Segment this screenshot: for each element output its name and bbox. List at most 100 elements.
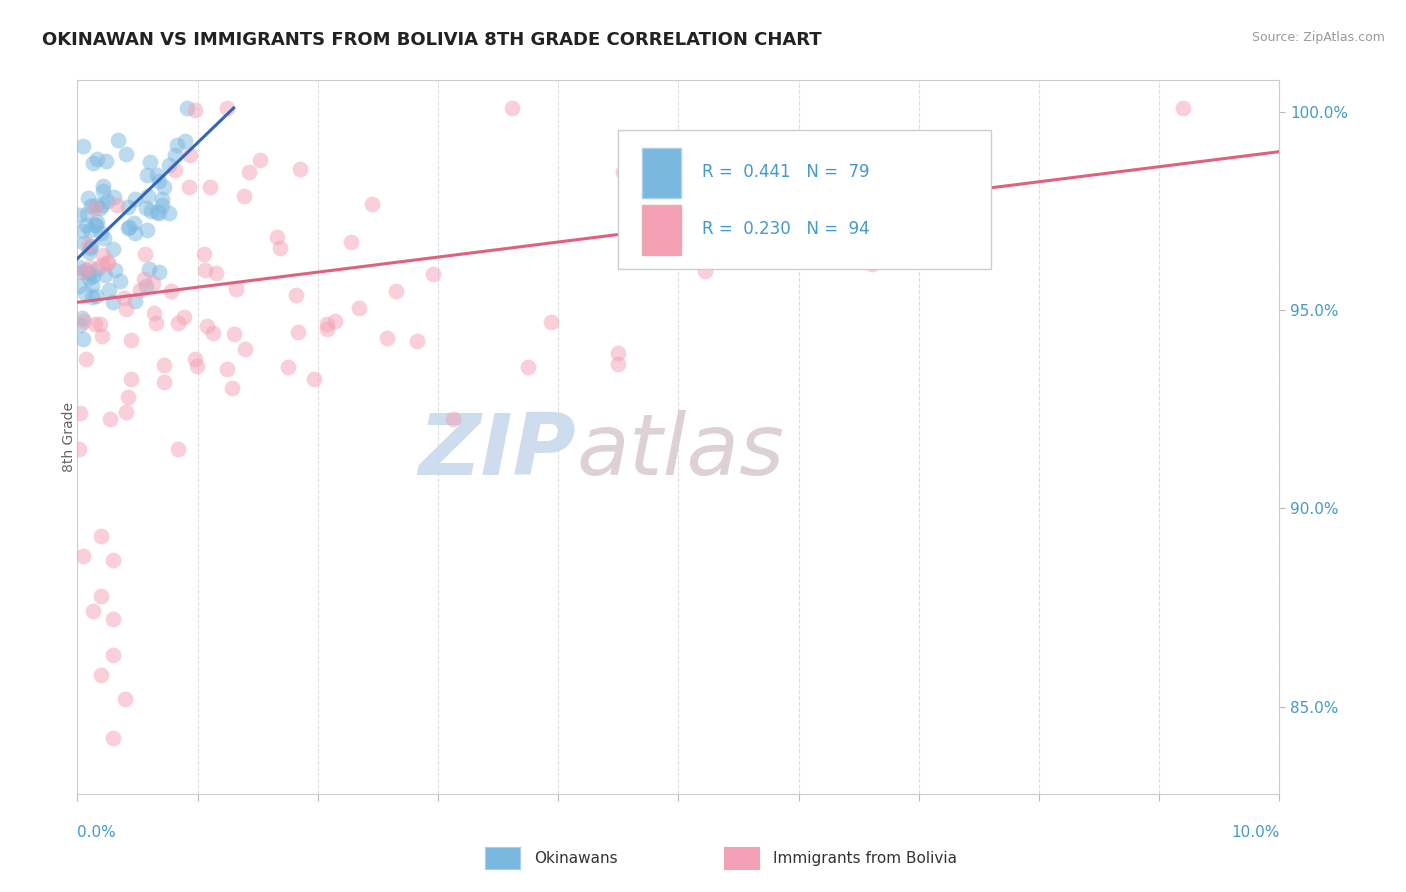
Point bbox=[120, 333, 142, 347]
Point bbox=[89, 201, 111, 215]
Point bbox=[233, 189, 256, 203]
Point bbox=[79, 199, 101, 213]
Point bbox=[186, 359, 208, 374]
Point bbox=[69, 318, 91, 333]
Point bbox=[120, 372, 142, 386]
Point bbox=[217, 101, 239, 115]
Point bbox=[70, 265, 93, 279]
Point bbox=[194, 263, 217, 277]
Point bbox=[115, 301, 138, 316]
Point bbox=[157, 205, 180, 219]
Point bbox=[157, 158, 180, 172]
Text: 0.0%: 0.0% bbox=[77, 825, 117, 840]
Point bbox=[117, 391, 139, 405]
Point bbox=[107, 133, 129, 147]
Text: OKINAWAN VS IMMIGRANTS FROM BOLIVIA 8TH GRADE CORRELATION CHART: OKINAWAN VS IMMIGRANTS FROM BOLIVIA 8TH … bbox=[42, 31, 821, 49]
Point bbox=[86, 261, 108, 276]
Point bbox=[406, 334, 429, 349]
Point bbox=[225, 282, 247, 296]
Point bbox=[77, 245, 100, 260]
Point bbox=[93, 231, 115, 245]
Point bbox=[76, 238, 98, 252]
Point bbox=[82, 156, 104, 170]
Point bbox=[304, 372, 326, 386]
Point bbox=[174, 134, 197, 148]
Point bbox=[73, 314, 96, 328]
Point bbox=[112, 291, 135, 305]
Point bbox=[84, 201, 107, 215]
Point bbox=[124, 226, 146, 240]
Point bbox=[176, 101, 198, 115]
Point bbox=[69, 406, 91, 420]
Point bbox=[340, 235, 363, 249]
Point bbox=[103, 648, 125, 662]
Point bbox=[606, 345, 628, 359]
Point bbox=[375, 331, 398, 345]
Text: Immigrants from Bolivia: Immigrants from Bolivia bbox=[773, 851, 957, 865]
Point bbox=[91, 178, 114, 193]
Point bbox=[90, 198, 112, 212]
Point bbox=[134, 246, 156, 260]
Point bbox=[238, 164, 260, 178]
Point bbox=[82, 604, 104, 618]
Point bbox=[347, 301, 370, 315]
Point bbox=[142, 276, 165, 290]
FancyBboxPatch shape bbox=[643, 205, 681, 255]
Point bbox=[612, 165, 634, 179]
Point bbox=[145, 205, 167, 219]
Point bbox=[90, 589, 112, 603]
Point bbox=[75, 219, 97, 233]
Point bbox=[97, 255, 120, 269]
Point bbox=[143, 306, 166, 320]
Point bbox=[315, 322, 337, 336]
Point bbox=[193, 247, 215, 261]
Point bbox=[385, 284, 408, 298]
Point bbox=[84, 317, 107, 331]
Text: 10.0%: 10.0% bbox=[1232, 825, 1279, 840]
Point bbox=[1173, 101, 1195, 115]
Point bbox=[79, 241, 101, 255]
Point bbox=[122, 215, 145, 229]
Point bbox=[148, 265, 170, 279]
Point bbox=[614, 225, 637, 239]
Point bbox=[136, 189, 159, 203]
Point bbox=[90, 529, 112, 543]
Point bbox=[287, 325, 309, 339]
Point bbox=[249, 153, 271, 167]
Point bbox=[136, 168, 159, 182]
Point bbox=[205, 266, 228, 280]
Point bbox=[79, 223, 101, 237]
Point bbox=[103, 612, 125, 626]
Point bbox=[860, 257, 883, 271]
Point bbox=[693, 263, 716, 277]
Point bbox=[163, 148, 186, 162]
Point bbox=[177, 180, 200, 194]
Point bbox=[139, 203, 162, 218]
FancyBboxPatch shape bbox=[619, 130, 991, 269]
Point bbox=[153, 375, 176, 389]
Text: ZIP: ZIP bbox=[419, 409, 576, 493]
Point bbox=[124, 294, 146, 309]
Point bbox=[72, 549, 94, 563]
Point bbox=[117, 220, 139, 235]
Point bbox=[86, 215, 108, 229]
Point bbox=[138, 261, 160, 276]
Point bbox=[115, 147, 138, 161]
Point bbox=[73, 236, 96, 251]
Point bbox=[91, 258, 114, 272]
Point bbox=[79, 266, 101, 280]
Point bbox=[80, 239, 103, 253]
Point bbox=[67, 278, 90, 293]
Point bbox=[360, 197, 382, 211]
Point bbox=[138, 155, 160, 169]
Point bbox=[84, 218, 107, 232]
Point bbox=[72, 139, 94, 153]
Point bbox=[128, 283, 150, 297]
Point bbox=[73, 286, 96, 301]
Point bbox=[84, 198, 107, 212]
Y-axis label: 8th Grade: 8th Grade bbox=[62, 402, 76, 472]
Point bbox=[73, 264, 96, 278]
Point bbox=[135, 278, 157, 293]
Point bbox=[96, 256, 118, 270]
Point bbox=[91, 248, 114, 262]
